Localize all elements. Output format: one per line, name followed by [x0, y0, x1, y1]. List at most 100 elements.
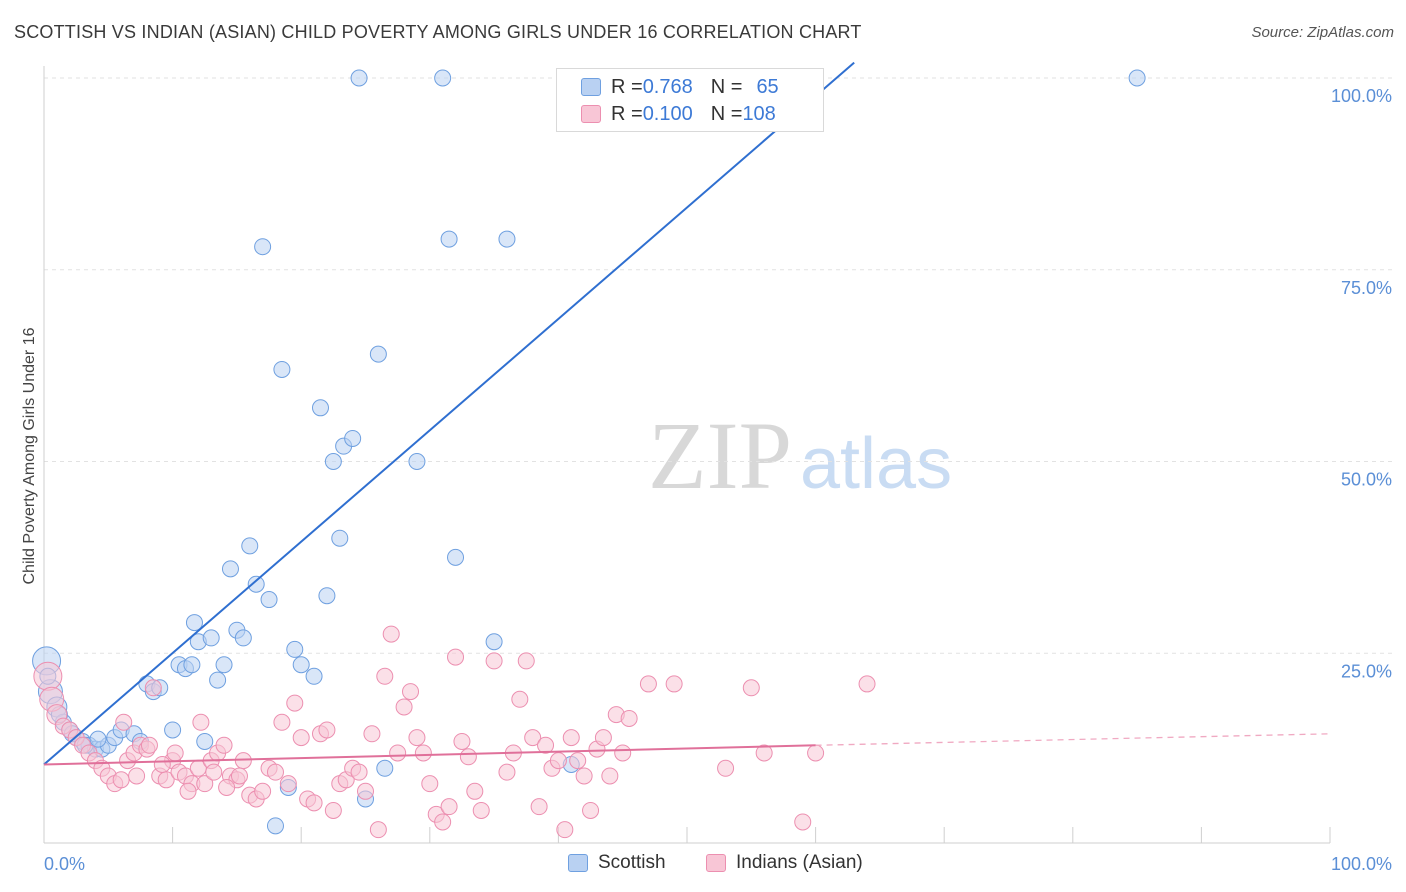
indians-point — [459, 748, 477, 766]
scottish-point — [369, 345, 387, 363]
indians-point — [357, 782, 374, 800]
indians-point — [858, 675, 876, 693]
legend-label-scottish: Scottish — [598, 852, 666, 873]
legend-item-scottish[interactable]: Scottish — [568, 852, 666, 874]
indians-point — [230, 767, 248, 785]
scottish-point — [485, 633, 503, 651]
n-label: N = — [710, 75, 743, 98]
watermark-zip: ZIP — [648, 402, 792, 509]
bottom-legend: Scottish Indians (Asian) — [0, 852, 1406, 878]
indians-point — [33, 661, 63, 691]
indians-point — [179, 782, 197, 800]
indians-point — [408, 729, 426, 747]
indians-point — [549, 752, 567, 770]
indians-point — [363, 725, 381, 743]
y-tick-label: 75.0% — [1341, 278, 1392, 298]
indians-point — [421, 775, 439, 793]
indians-point — [517, 652, 535, 670]
scottish-point — [498, 230, 516, 248]
indians-swatch — [581, 105, 601, 123]
r-value-scottish: 0.768 — [642, 75, 693, 98]
legend-item-indians[interactable]: Indians (Asian) — [706, 852, 863, 874]
indians-point — [665, 675, 683, 693]
indians-point — [530, 798, 548, 816]
indians-point — [350, 763, 368, 781]
indians-point — [292, 729, 310, 747]
chart-title: SCOTTISH VS INDIAN (ASIAN) CHILD POVERTY… — [14, 22, 862, 42]
scottish-point — [350, 69, 368, 87]
indians-point — [434, 813, 452, 831]
scottish-swatch — [568, 854, 588, 872]
indians-point — [414, 744, 432, 762]
scottish-point — [273, 360, 291, 378]
scottish-point — [447, 548, 465, 566]
scottish-point — [311, 399, 329, 417]
indians-point — [144, 679, 162, 697]
indians-point — [466, 782, 484, 800]
indians-point — [324, 801, 342, 819]
indians-point — [196, 775, 214, 793]
y-tick-label: 50.0% — [1341, 470, 1392, 490]
indians-point — [440, 798, 458, 816]
r-label: R = — [611, 102, 643, 125]
indians-point — [742, 679, 760, 697]
indians-point — [128, 767, 146, 785]
indians-point — [717, 759, 735, 777]
indians-trend-extension — [815, 733, 1331, 746]
scottish-point — [292, 656, 310, 674]
x-tick-label-max: 100.0% — [1331, 854, 1392, 874]
indians-point — [472, 801, 490, 819]
scottish-swatch — [581, 78, 601, 96]
scottish-point — [254, 238, 272, 256]
indians-point — [485, 652, 503, 670]
scottish-point — [234, 629, 252, 647]
scottish-point — [440, 230, 458, 248]
indians-point — [562, 729, 580, 747]
scottish-point — [183, 656, 201, 674]
indians-point — [807, 744, 825, 762]
indians-point — [524, 729, 542, 747]
x-tick-label-min: 0.0% — [44, 854, 85, 874]
watermark-atlas: atlas — [800, 424, 952, 504]
indians-point — [305, 794, 323, 812]
scottish-point — [164, 721, 182, 739]
indians-point — [575, 767, 593, 785]
indians-point — [286, 694, 304, 712]
indians-point — [755, 744, 773, 762]
scottish-point — [331, 529, 349, 547]
scottish-point — [241, 537, 259, 555]
scottish-point — [209, 671, 227, 689]
stats-legend: R = 0.768 N = 65 R = 0.100 N = 108 — [556, 68, 824, 132]
indians-point — [511, 690, 529, 708]
indians-point — [166, 744, 184, 762]
legend-label-indians: Indians (Asian) — [736, 852, 863, 873]
indians-point — [601, 767, 619, 785]
n-value-indians: 108 — [742, 102, 776, 125]
indians-point — [273, 713, 291, 731]
scottish-point — [260, 591, 278, 609]
scottish-point — [185, 614, 203, 632]
indians-point — [376, 667, 394, 685]
indians-point — [402, 683, 420, 701]
indians-point — [447, 648, 465, 666]
indians-point — [794, 813, 812, 831]
scottish-point — [324, 453, 342, 470]
scottish-point — [221, 560, 239, 578]
indians-point — [395, 698, 413, 716]
scottish-point — [196, 732, 214, 750]
scottish-point — [286, 640, 304, 658]
scottish-point — [202, 629, 220, 647]
indians-trend-line — [43, 744, 816, 766]
indians-point — [218, 778, 236, 796]
y-tick-label: 100.0% — [1331, 86, 1392, 106]
stats-row-indians: R = 0.100 N = 108 — [581, 102, 776, 126]
scottish-point — [89, 730, 107, 748]
indians-point — [279, 775, 297, 793]
source-label: Source: ZipAtlas.com — [1251, 24, 1394, 41]
indians-point — [192, 713, 210, 731]
indians-point — [153, 755, 171, 773]
indians-point — [112, 771, 130, 789]
indians-point — [582, 801, 600, 819]
r-label: R = — [611, 75, 643, 98]
